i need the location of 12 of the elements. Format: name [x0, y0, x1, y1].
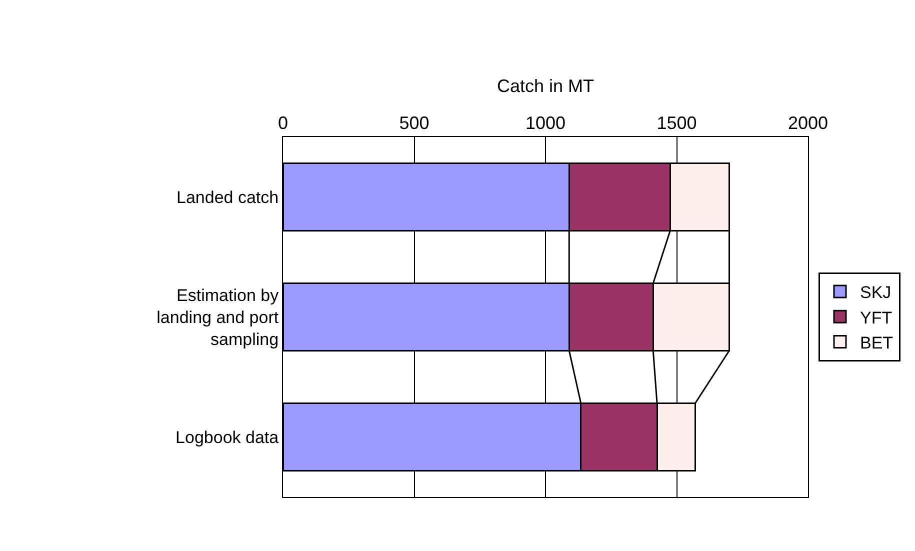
y-tick-label: Landed catch [176, 188, 279, 207]
x-axis-title: Catch in MT [496, 76, 594, 96]
x-tick-label: 1500 [656, 112, 697, 133]
x-tick-label: 1000 [525, 112, 566, 133]
y-tick-label: Logbook data [176, 428, 280, 447]
y-tick-label: Estimation by landing and port sampling [156, 286, 280, 350]
legend-label: BET [860, 333, 894, 352]
x-tick-label: 0 [278, 112, 288, 133]
x-tick-label: 2000 [788, 112, 828, 133]
legend-label: SKJ [860, 283, 892, 302]
legend-label: YFT [860, 308, 892, 328]
x-tick-label: 500 [399, 112, 430, 133]
